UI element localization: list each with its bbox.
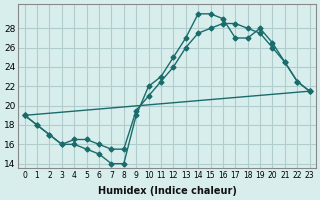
X-axis label: Humidex (Indice chaleur): Humidex (Indice chaleur)	[98, 186, 236, 196]
